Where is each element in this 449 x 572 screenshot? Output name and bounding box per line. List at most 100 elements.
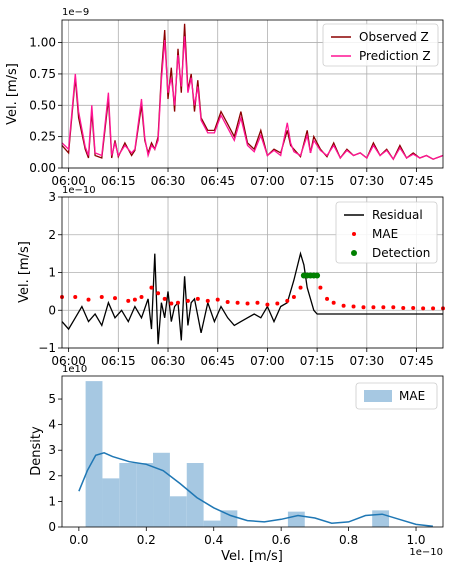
p2-mae-point <box>361 305 366 310</box>
p2-mae-point <box>86 297 91 302</box>
p2-mae-point <box>225 299 230 304</box>
p2-mae-point <box>126 298 131 303</box>
p2-mae-point <box>139 295 144 300</box>
p2-xtick-label: 07:45 <box>399 354 434 368</box>
p2-mae-point <box>341 303 346 308</box>
p2-mae-point <box>245 301 250 306</box>
p2-ytick-label: 1 <box>48 266 56 280</box>
p3-histogram-bar <box>153 452 170 527</box>
panel-1-series <box>61 23 444 161</box>
panel-1-observed-vs-prediction: 06:00 06:15 06:30 06:45 07:00 07:15 07:30 07:45… <box>5 7 444 188</box>
p3-ytick-label: 3 <box>48 443 56 457</box>
p2-xtick-label: 07:30 <box>350 354 385 368</box>
p1-ytick-label: 0.25 <box>29 130 56 144</box>
panel-3-mae-histogram: 0.0 0.2 0.4 0.6 0.8 1.0 0 1 2 3 4 5 1e10 1e−10 Dens… <box>29 364 444 564</box>
p2-mae-point <box>391 305 396 310</box>
p2-mae-point <box>99 295 104 300</box>
panel-2-axes: 06:00 06:15 06:30 06:45 07:00 07:15 07:30 07:45… <box>38 190 433 368</box>
p3-histogram-bar <box>372 510 390 527</box>
panel-3-xlabel: Vel. [m/s] <box>221 549 283 564</box>
p3-histogram-bar <box>102 478 120 527</box>
p2-ytick-label: 2 <box>48 228 56 242</box>
p2-mae-point <box>185 298 190 303</box>
panel-2-legend: Residual MAE Detection <box>335 201 438 264</box>
p1-legend-box <box>322 23 439 67</box>
p2-mae-point <box>113 296 118 301</box>
p3-histogram-bar <box>136 463 154 527</box>
p3-histogram-bar <box>119 463 137 527</box>
panel-3-bars <box>85 381 390 527</box>
p1-ytick-label: 0.00 <box>29 161 56 175</box>
p2-xtick-label: 07:15 <box>300 354 335 368</box>
p1-legend-label: Prediction Z <box>359 49 431 63</box>
panel-3-ylabel: Density <box>29 426 44 476</box>
panel-2-offset-text: 1e−10 <box>62 185 96 196</box>
p3-ytick-label: 1 <box>48 494 56 508</box>
p2-mae-point <box>275 301 280 306</box>
p3-legend-label: MAE <box>399 389 425 403</box>
p2-mae-point <box>318 285 323 290</box>
panel-3-legend: MAE <box>355 382 438 410</box>
panel-3-kde <box>78 452 433 527</box>
panel-1-frame <box>61 19 444 169</box>
panel-3-offset-text: 1e10 <box>62 364 87 375</box>
p2-mae-point <box>285 298 290 303</box>
p1-ytick-label: 1.00 <box>29 36 56 50</box>
p2-mae-point <box>235 300 240 305</box>
p3-xtick-label: 0.2 <box>137 533 156 547</box>
p2-mae-point <box>73 295 78 300</box>
p2-xtick-label: 06:15 <box>101 354 136 368</box>
p2-mae-point <box>298 285 303 290</box>
p2-legend-swatch <box>352 232 356 236</box>
p2-mae-point <box>175 300 180 305</box>
p2-mae-point <box>162 296 167 301</box>
panel-2-ylabel: Vel. [m/s] <box>17 241 32 303</box>
p2-mae-point <box>291 295 296 300</box>
p2-mae-point <box>401 305 406 310</box>
panel-1-ylabel: Vel. [m/s] <box>5 63 20 125</box>
p2-mae-point <box>331 300 336 305</box>
panel-2-residual: 06:00 06:15 06:30 06:45 07:00 07:15 07:30 07:45… <box>17 185 445 368</box>
p2-legend-label: Detection <box>372 246 430 260</box>
p2-mae-point <box>351 304 356 309</box>
p1-xtick-label: 07:00 <box>250 174 285 188</box>
p3-histogram-bar <box>203 520 221 527</box>
panel-1-offset-text: 1e−9 <box>62 7 89 18</box>
p3-ytick-label: 5 <box>48 392 56 406</box>
p2-mae-point <box>205 298 210 303</box>
p3-xtick-label: 0.6 <box>272 533 291 547</box>
p1-xtick-label: 06:15 <box>101 174 136 188</box>
p1-xtick-label: 07:45 <box>399 174 434 188</box>
p1-legend-label: Observed Z <box>359 30 429 44</box>
p1-xtick-label: 07:30 <box>350 174 385 188</box>
panel-3-axes: 0.0 0.2 0.4 0.6 0.8 1.0 0 1 2 3 4 5 <box>48 392 425 547</box>
p2-mae-point <box>255 300 260 305</box>
p3-histogram-bar <box>287 511 305 527</box>
p3-legend-box <box>355 382 438 410</box>
p2-xtick-label: 06:00 <box>51 354 86 368</box>
p2-xtick-label: 07:00 <box>250 354 285 368</box>
p3-kde-line <box>78 452 433 527</box>
p3-histogram-bar <box>85 381 103 527</box>
p2-ytick-label: 3 <box>48 190 56 204</box>
p2-mae-point <box>195 296 200 301</box>
p2-legend-swatch <box>351 250 357 256</box>
panel-1-legend: Observed Z Prediction Z <box>322 23 439 67</box>
p2-mae-point <box>371 305 376 310</box>
panel-3-frame <box>61 375 444 528</box>
p2-mae-point <box>431 306 436 311</box>
p3-ytick-label: 2 <box>48 469 56 483</box>
p3-xtick-label: 0.8 <box>339 533 358 547</box>
p2-legend-label: MAE <box>372 227 398 241</box>
p3-ytick-label: 0 <box>48 520 56 534</box>
p2-xtick-label: 06:30 <box>151 354 186 368</box>
p3-xtick-label: 0.4 <box>204 533 223 547</box>
p3-xtick-label: 1.0 <box>406 533 425 547</box>
p2-mae-point <box>132 297 137 302</box>
p2-mae-point <box>169 301 174 306</box>
p2-ytick-label: −1 <box>38 341 56 355</box>
p2-mae-point <box>215 297 220 302</box>
p2-mae-point <box>265 302 270 307</box>
p3-legend-swatch <box>364 390 392 402</box>
